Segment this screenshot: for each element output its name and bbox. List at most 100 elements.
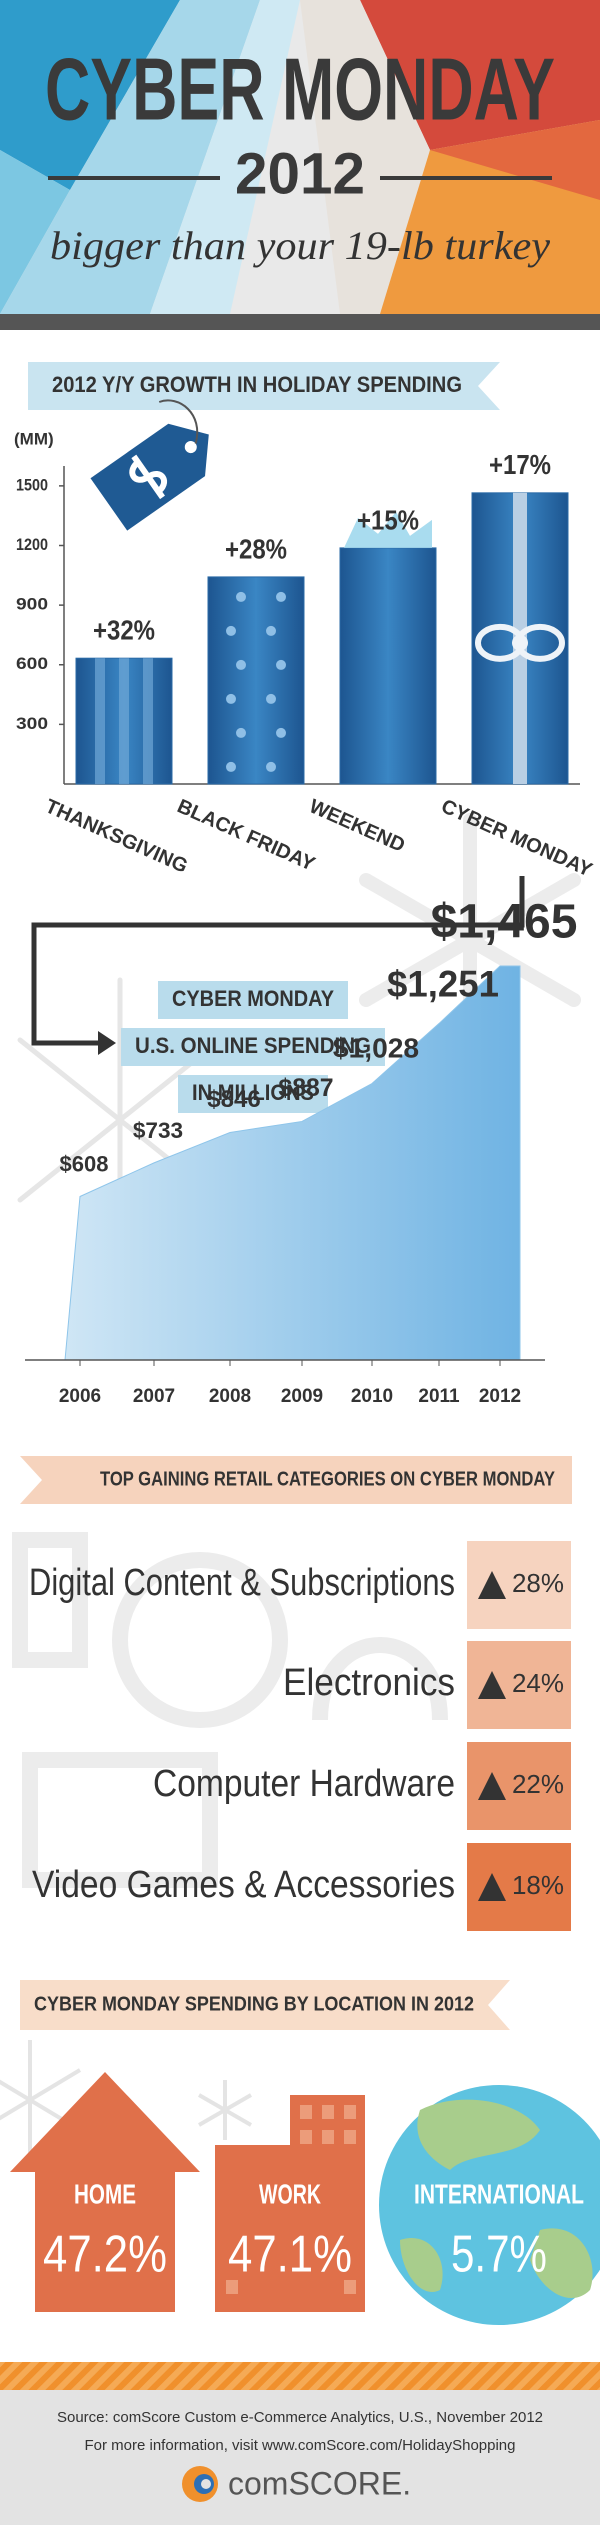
x-tick-label: 2009 bbox=[281, 1386, 323, 1407]
growth-label: +28% bbox=[225, 533, 287, 564]
price-tag-icon bbox=[90, 399, 209, 531]
banner bbox=[28, 362, 500, 410]
change-box bbox=[467, 1641, 571, 1729]
change-label: 22% bbox=[512, 1769, 564, 1799]
bar-dot bbox=[266, 625, 276, 636]
category-label: Digital Content & Subscriptions bbox=[29, 1562, 455, 1604]
x-tick-label: 2012 bbox=[479, 1386, 521, 1407]
location-labels: HOME 47.2% WORK 47.1% INTERNATIONAL 5.7% bbox=[43, 2178, 584, 2283]
y-tick-label: 1500 bbox=[16, 475, 48, 494]
location-label: INTERNATIONAL bbox=[414, 2178, 584, 2209]
footer bbox=[0, 2390, 600, 2525]
bar bbox=[207, 576, 305, 785]
up-arrow bbox=[478, 1873, 506, 1901]
bar bbox=[339, 547, 437, 785]
value-label: $846 bbox=[207, 1086, 260, 1113]
title-box bbox=[158, 981, 348, 1019]
category-label: Electronics bbox=[283, 1662, 455, 1704]
arrow-head bbox=[98, 1031, 116, 1055]
y-tick-label: 300 bbox=[16, 714, 48, 733]
bar-dot bbox=[266, 693, 276, 704]
location-share: 47.2% bbox=[43, 2226, 167, 2284]
up-arrow bbox=[478, 1571, 506, 1599]
value-label: $733 bbox=[133, 1118, 183, 1143]
bar-dot bbox=[236, 659, 246, 670]
x-tick-label: 2008 bbox=[209, 1386, 251, 1407]
banner bbox=[20, 1456, 572, 1504]
category-label: Computer Hardware bbox=[153, 1763, 455, 1805]
up-arrow bbox=[478, 1671, 506, 1699]
bar-dot bbox=[226, 693, 236, 704]
snowflake-decoration bbox=[0, 2040, 252, 2160]
change-box bbox=[467, 1843, 571, 1931]
change-box bbox=[467, 1541, 571, 1629]
change-label: 28% bbox=[512, 1568, 564, 1598]
bar-stripe bbox=[119, 658, 129, 784]
bar-dot bbox=[276, 591, 286, 602]
x-tick-label: 2010 bbox=[351, 1386, 393, 1407]
title-box bbox=[121, 1028, 385, 1066]
bar-stripe bbox=[143, 658, 153, 784]
x-tick-label: 2007 bbox=[133, 1386, 175, 1407]
header-background bbox=[0, 0, 600, 330]
value-label: $1,028 bbox=[333, 1032, 419, 1064]
category-label: Video Games & Accessories bbox=[32, 1864, 455, 1906]
x-tick-label: CYBER MONDAY bbox=[438, 795, 596, 882]
value-label: $608 bbox=[60, 1151, 109, 1176]
source-note: Source: comScore Custom e-Commerce Analy… bbox=[57, 2409, 543, 2426]
work-icon bbox=[215, 2095, 365, 2312]
bar-dot bbox=[266, 761, 276, 772]
more-info: For more information, visit www.comScore… bbox=[85, 2437, 516, 2454]
connector-arrow bbox=[31, 876, 525, 1046]
x-tick-label: BLACK FRIDAY bbox=[174, 795, 319, 876]
value-label: $887 bbox=[278, 1075, 333, 1102]
value-label: $1,251 bbox=[387, 964, 499, 1005]
location-share: 5.7% bbox=[451, 2226, 547, 2284]
axis-unit: (MM) bbox=[14, 429, 54, 448]
main-title: CYBER MONDAY bbox=[45, 39, 555, 138]
growth-label: +32% bbox=[93, 615, 155, 646]
up-arrow bbox=[478, 1772, 506, 1800]
year: 2012 bbox=[235, 141, 365, 206]
bar-dot bbox=[226, 761, 236, 772]
logo-mark bbox=[182, 2466, 218, 2502]
section-title: CYBER MONDAY SPENDING BY LOCATION IN 201… bbox=[34, 1993, 474, 2015]
location-label: HOME bbox=[74, 2178, 136, 2209]
bar-stripe bbox=[95, 658, 105, 784]
change-label: 24% bbox=[512, 1668, 564, 1698]
bar-dot bbox=[236, 591, 246, 602]
bar-dot bbox=[226, 625, 236, 636]
bar-dot bbox=[276, 727, 286, 738]
bar-dot bbox=[236, 727, 246, 738]
location-share: 47.1% bbox=[228, 2226, 352, 2284]
tagline: bigger than your 19-lb turkey bbox=[50, 223, 550, 268]
tissue-decoration bbox=[344, 511, 432, 548]
x-tick-label: WEEKEND bbox=[306, 795, 408, 857]
banner bbox=[20, 1980, 510, 2030]
change-box bbox=[467, 1742, 571, 1830]
section-title: 2012 Y/Y GROWTH IN HOLIDAY SPENDING bbox=[52, 372, 462, 397]
footer-stripe bbox=[0, 2362, 600, 2390]
logo-text: comSCORE. bbox=[228, 2465, 411, 2501]
x-tick-label: 2011 bbox=[418, 1386, 460, 1407]
y-tick-label: 900 bbox=[16, 595, 48, 614]
title-box bbox=[178, 1075, 328, 1113]
location-label: WORK bbox=[259, 2178, 321, 2209]
chart-title: U.S. ONLINE SPENDING bbox=[135, 1033, 371, 1058]
category-background-icons bbox=[12, 1532, 448, 1888]
bar-dot bbox=[276, 659, 286, 670]
y-tick-label: 600 bbox=[16, 654, 48, 673]
growth-label: +17% bbox=[489, 449, 551, 480]
section-title: TOP GAINING RETAIL CATEGORIES ON CYBER M… bbox=[100, 1468, 556, 1490]
bow-knot bbox=[512, 634, 528, 651]
y-tick-label: 1200 bbox=[16, 535, 48, 554]
growth-label: +15% bbox=[357, 504, 419, 535]
category-list: Digital Content & Subscriptions 28% Electr… bbox=[29, 1541, 571, 1931]
x-tick-label: THANKSGIVING bbox=[42, 795, 191, 877]
home-icon bbox=[10, 2072, 200, 2312]
x-tick-label: 2006 bbox=[59, 1386, 101, 1407]
chart-title: CYBER MONDAY bbox=[172, 986, 334, 1011]
area bbox=[64, 965, 521, 1361]
globe-icon bbox=[379, 2085, 600, 2325]
